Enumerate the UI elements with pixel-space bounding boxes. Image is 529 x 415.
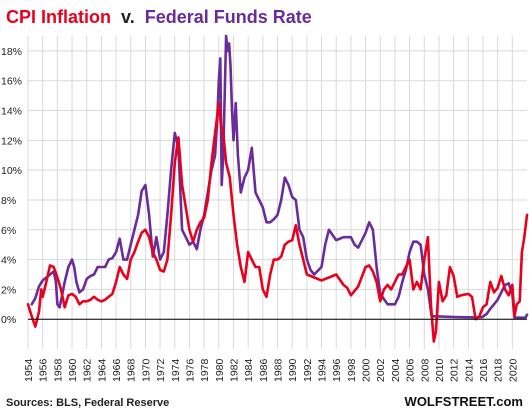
x-tick-label: 1978 [199, 358, 211, 382]
x-tick-label: 1996 [331, 358, 343, 382]
series-lines [26, 34, 529, 343]
x-tick-label: 2006 [405, 358, 417, 382]
x-axis-ticks: 1954 1956 1958 1960 1962 1964 1966 1968 1970 1972… [23, 358, 519, 382]
y-tick-label: 10% [1, 165, 22, 177]
x-tick-label: 2000 [361, 358, 373, 382]
y-tick-label: 4% [1, 255, 16, 267]
x-tick-label: 1990 [287, 358, 299, 382]
x-tick-label: 1984 [243, 358, 255, 382]
x-tick-label: 1986 [258, 358, 270, 382]
y-tick-label: 18% [1, 46, 22, 58]
title-part-fed: Federal Funds Rate [145, 7, 312, 27]
source-note: Sources: BLS, Federal Reserve [6, 397, 169, 409]
x-tick-label: 1976 [184, 358, 196, 382]
x-tick-label: 1960 [67, 358, 79, 382]
x-tick-label: 2010 [434, 358, 446, 382]
y-tick-label: 8% [1, 195, 16, 207]
series-line-cpi [26, 101, 529, 343]
x-tick-label: 2008 [419, 358, 431, 382]
title-part-cpi: CPI Inflation [6, 7, 111, 27]
x-tick-label: 1972 [155, 358, 167, 382]
x-tick-label: 1968 [126, 358, 138, 382]
x-tick-label: 2014 [463, 358, 475, 382]
x-tick-label: 2020 [507, 358, 519, 382]
y-tick-label: 16% [1, 76, 22, 88]
y-tick-label: 2% [1, 284, 16, 296]
x-tick-label: 1962 [82, 358, 94, 382]
y-tick-label: 6% [1, 225, 16, 237]
x-tick-label: 1974 [170, 358, 182, 382]
y-tick-label: 0% [1, 314, 16, 326]
x-tick-label: 1958 [52, 358, 64, 382]
x-tick-label: 1964 [96, 358, 108, 382]
y-tick-label: 12% [1, 135, 22, 147]
y-tick-label: 14% [1, 106, 22, 118]
title-part-vs: v. [121, 7, 135, 27]
chart-title: CPI Inflation v. Federal Funds Rate [6, 7, 312, 27]
x-tick-label: 1982 [228, 358, 240, 382]
x-tick-label: 2004 [390, 358, 402, 382]
x-tick-label: 2002 [375, 358, 387, 382]
x-tick-label: 1966 [111, 358, 123, 382]
y-axis-ticks: 0% 2% 4% 6% 8% 10% 12% 14% 16% 18% [1, 46, 22, 326]
x-tick-label: 1994 [317, 358, 329, 382]
credit-wolfstreet: WOLFSTREET.com [405, 394, 523, 409]
x-tick-label: 1956 [38, 358, 50, 382]
x-tick-label: 2016 [478, 358, 490, 382]
x-tick-label: 2012 [449, 358, 461, 382]
x-tick-label: 1980 [214, 358, 226, 382]
x-tick-label: 1970 [140, 358, 152, 382]
x-tick-label: 1992 [302, 358, 314, 382]
x-tick-label: 2018 [493, 358, 505, 382]
x-tick-label: 1998 [346, 358, 358, 382]
x-tick-label: 1988 [273, 358, 285, 382]
x-tick-label: 1954 [23, 358, 35, 382]
